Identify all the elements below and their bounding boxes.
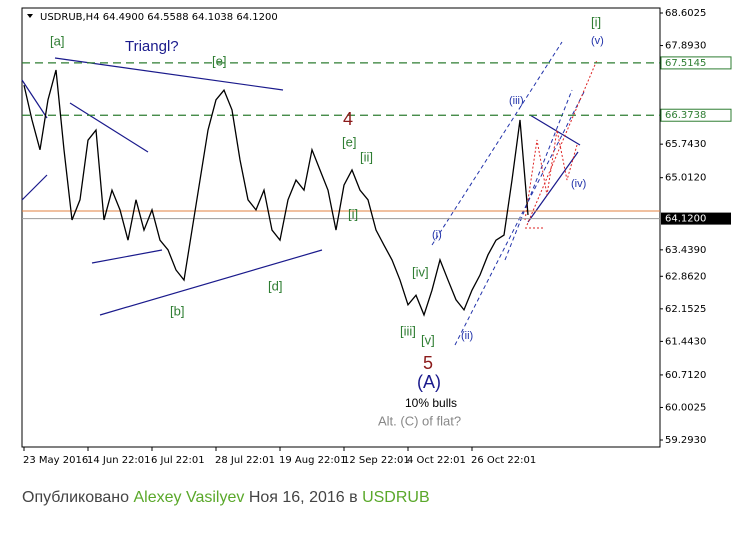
x-tick-label: 26 Oct 22:01 <box>471 455 536 466</box>
x-tick-label: 14 Jun 22:01 <box>87 455 151 466</box>
y-tick-label: 60.0025 <box>665 402 706 413</box>
x-tick-label: 4 Oct 22:01 <box>407 455 466 466</box>
y-tick-label: 61.4430 <box>665 336 706 347</box>
x-tick-label: 28 Jul 22:01 <box>215 455 275 466</box>
annotation: (ii) <box>461 330 473 342</box>
level-label: 66.3738 <box>665 110 706 121</box>
plot-frame <box>21 7 661 448</box>
annotation: 4 <box>343 109 353 129</box>
annotation: [b] <box>170 303 184 318</box>
y-tick-label: 59.2930 <box>665 435 706 446</box>
y-tick-label: 62.1525 <box>665 304 706 315</box>
y-tick-label: 60.7120 <box>665 370 706 381</box>
annotation: (iv) <box>571 178 586 190</box>
annotation: (iii) <box>509 95 524 107</box>
x-tick-label: 19 Aug 22:01 <box>279 455 346 466</box>
annotation: Triangl? <box>125 38 179 55</box>
annotation: (A) <box>417 372 441 392</box>
level-box <box>660 56 732 70</box>
x-tick-label: 23 May 2016 <box>23 455 88 466</box>
level-box <box>660 108 732 122</box>
annotation: Alt. (C) of flat? <box>378 413 461 428</box>
y-tick-label: 63.4390 <box>665 245 706 256</box>
title-arrow <box>27 14 33 18</box>
symbol-link[interactable]: USDRUB <box>362 489 430 506</box>
footer-prefix: Опубликовано <box>22 489 130 506</box>
current-price-box <box>661 212 731 225</box>
annotation: [d] <box>268 278 282 293</box>
y-tick-label: 65.7430 <box>665 139 706 150</box>
annotation: [e] <box>212 53 226 68</box>
annotation: [i] <box>591 14 601 29</box>
annotation: [i] <box>348 206 358 221</box>
x-tick-label: 12 Sep 22:01 <box>343 455 410 466</box>
author-link[interactable]: Alexey Vasilyev <box>133 489 245 506</box>
channel <box>431 41 586 346</box>
projection <box>524 59 598 229</box>
annotations: Triangl? [a] [e] [b] [d] 4 [e] [ii] [i] … <box>50 14 604 428</box>
annotation: [iv] <box>412 264 429 279</box>
annotation: (v) <box>591 35 604 47</box>
y-tick-label: 68.6025 <box>665 8 706 19</box>
chart: USDRUB,H4 64.4900 64.5588 64.1038 64.120… <box>21 7 732 466</box>
annotation: [v] <box>421 332 435 347</box>
y-tick-label: 62.8620 <box>665 271 706 282</box>
annotation: (i) <box>432 229 442 241</box>
footer: Опубликовано Alexey Vasilyev Ноя 16, 201… <box>22 489 430 507</box>
annotation: [e] <box>342 134 356 149</box>
price-line <box>23 69 529 317</box>
current-price-label: 64.1200 <box>665 214 706 225</box>
annotation: [ii] <box>360 149 373 164</box>
y-tick-label: 65.0120 <box>665 173 706 184</box>
level-label: 67.5145 <box>665 58 706 69</box>
footer-date: Ноя 16, 2016 в <box>248 489 358 506</box>
x-tick-label: 6 Jul 22:01 <box>151 455 205 466</box>
annotation: 5 <box>423 353 433 373</box>
annotation: [iii] <box>400 323 416 338</box>
chart-title: USDRUB,H4 64.4900 64.5588 64.1038 64.120… <box>40 12 278 23</box>
y-tick-label: 67.8930 <box>665 41 706 52</box>
annotation: 10% bulls <box>405 396 457 410</box>
annotation: [a] <box>50 33 64 48</box>
